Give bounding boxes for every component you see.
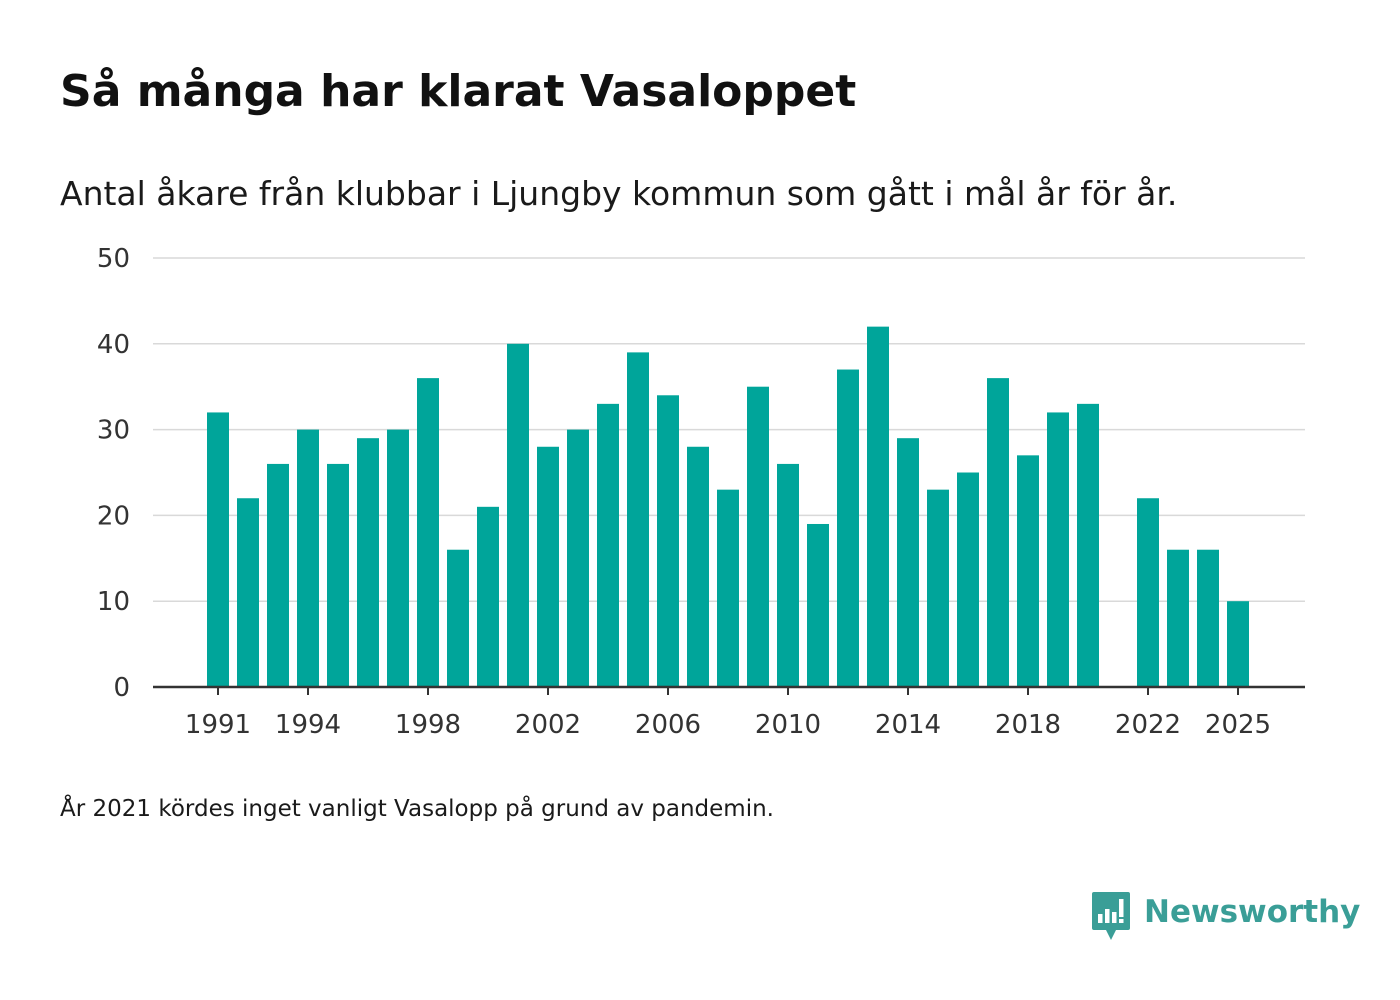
bar-1998 (417, 378, 439, 687)
x-tick-label-1998: 1998 (395, 710, 461, 740)
bar-2023 (1167, 549, 1189, 687)
bar-2010 (777, 463, 799, 687)
bar-2003 (567, 429, 589, 687)
bar-2025 (1227, 601, 1249, 687)
x-tick-label-2014: 2014 (875, 710, 941, 740)
bar-1995 (327, 463, 349, 687)
brand-logo[interactable]: Newsworthy (1090, 890, 1360, 942)
bar-1991 (207, 412, 229, 687)
x-tick-label-2018: 2018 (995, 710, 1061, 740)
y-tick-label-20: 20 (97, 501, 130, 531)
bar-2024 (1197, 549, 1219, 687)
x-tick-label-2002: 2002 (515, 710, 581, 740)
x-tick-label-2006: 2006 (635, 710, 701, 740)
bar-2011 (807, 523, 829, 687)
bar-2013 (867, 326, 889, 687)
bar-2004 (597, 403, 619, 687)
x-tick-label-1994: 1994 (275, 710, 341, 740)
bar-1999 (447, 549, 469, 687)
bar-2019 (1047, 412, 1069, 687)
bar-2005 (627, 352, 649, 687)
x-tick-label-1991: 1991 (185, 710, 251, 740)
bar-2009 (747, 386, 769, 687)
bar-1993 (267, 463, 289, 687)
bar-2014 (897, 438, 919, 687)
y-tick-label-10: 10 (97, 587, 130, 617)
x-tick-label-2025: 2025 (1205, 710, 1271, 740)
y-axis-labels: 0 10 20 30 40 50 (97, 244, 130, 703)
x-axis (153, 685, 1305, 695)
bar-2007 (687, 446, 709, 687)
x-tick-label-2022: 2022 (1115, 710, 1181, 740)
bar-1997 (387, 429, 409, 687)
bar-2001 (507, 343, 529, 687)
chart-title: Så många har klarat Vasaloppet (60, 66, 857, 117)
newsworthy-logo-icon (1092, 892, 1130, 940)
brand-name: Newsworthy (1144, 893, 1361, 930)
y-tick-label-0: 0 (113, 673, 130, 703)
bar-1992 (237, 498, 259, 687)
bar-2022 (1137, 498, 1159, 687)
bar-2008 (717, 489, 739, 687)
bar-1994 (297, 429, 319, 687)
bars (207, 326, 1249, 687)
bar-2012 (837, 369, 859, 687)
bar-2002 (537, 446, 559, 687)
bar-2006 (657, 395, 679, 687)
bar-2000 (477, 506, 499, 687)
bar-1996 (357, 438, 379, 687)
bar-2015 (927, 489, 949, 687)
bar-2016 (957, 472, 979, 687)
bar-2020 (1077, 403, 1099, 687)
bar-2018 (1017, 455, 1039, 687)
y-tick-label-30: 30 (97, 416, 130, 446)
bar-chart: 0 10 20 30 40 50 1991 1994 1998 2002 2006 2010 2014… (97, 244, 1305, 740)
chart-subtitle: Antal åkare från klubbar i Ljungby kommu… (60, 174, 1178, 213)
y-tick-label-50: 50 (97, 244, 130, 274)
footnote: År 2021 kördes inget vanligt Vasalopp på… (60, 796, 774, 822)
y-tick-label-40: 40 (97, 330, 130, 360)
x-tick-label-2010: 2010 (755, 710, 821, 740)
bar-2017 (987, 378, 1009, 687)
x-axis-labels: 1991 1994 1998 2002 2006 2010 2014 2018 2022 2025 (185, 710, 1271, 740)
